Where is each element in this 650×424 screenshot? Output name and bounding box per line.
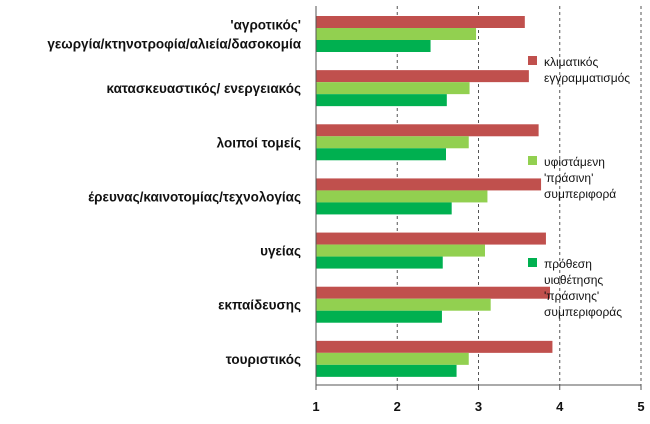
bar-s2-c2 xyxy=(316,148,446,161)
bar-s0-c4 xyxy=(316,232,546,245)
category-label-2-line-0: λοιποί τομείς xyxy=(217,135,301,150)
bar-s1-c4 xyxy=(316,244,485,257)
legend-label-1-line-0: υφιστάμενη xyxy=(544,155,605,169)
bar-s1-c5 xyxy=(316,298,491,311)
bar-s1-c3 xyxy=(316,190,488,203)
bar-s0-c5 xyxy=(316,286,550,299)
category-label-0-line-0: 'αγροτικός' xyxy=(230,18,301,33)
legend-label-2-line-3: συμπεριφοράς xyxy=(544,305,622,319)
x-axis: 1 2 3 4 5 xyxy=(312,6,645,414)
bar-s0-c2 xyxy=(316,124,539,137)
category-label-5: εκπαίδευσης xyxy=(218,298,301,313)
bar-s2-c4 xyxy=(316,256,443,269)
category-labels: 'αγροτικός' γεωργία/κτηνοτροφία/αλιεία/δα… xyxy=(47,18,301,367)
legend-label-0-line-0: κλιματικός xyxy=(544,55,598,69)
legend-swatch-1 xyxy=(528,156,537,165)
bar-s0-c6 xyxy=(316,340,553,353)
category-label-0: 'αγροτικός' γεωργία/κτηνοτροφία/αλιεία/δα… xyxy=(47,18,301,52)
legend-label-0: κλιματικός εγγραμματισμός xyxy=(544,55,630,85)
category-label-6: τουριστικός xyxy=(226,352,301,367)
legend-swatch-2 xyxy=(528,258,537,267)
legend-label-2: πρόθεση υιοθέτησης 'πράσινης' συμπεριφοράς xyxy=(544,257,622,319)
category-label-0-line-1: γεωργία/κτηνοτροφία/αλιεία/δασοκομία xyxy=(47,37,301,52)
bar-s2-c1 xyxy=(316,94,447,107)
category-label-2: λοιποί τομείς xyxy=(217,135,301,150)
category-label-3: έρευνας/καινοτομίας/τεχνολογίας xyxy=(88,189,301,204)
bar-s2-c0 xyxy=(316,40,431,52)
category-label-4: υγείας xyxy=(260,244,301,259)
bar-s0-c3 xyxy=(316,178,542,191)
category-label-6-line-0: τουριστικός xyxy=(226,352,301,367)
legend-label-2-line-1: υιοθέτησης xyxy=(544,273,603,287)
bar-s1-c0 xyxy=(316,28,477,40)
category-label-4-line-0: υγείας xyxy=(260,244,301,259)
legend-label-1-line-2: συμπεριφορά xyxy=(544,187,616,201)
x-tick-label-3: 4 xyxy=(556,399,564,414)
x-tick-label-2: 3 xyxy=(475,399,482,414)
bar-s0-c1 xyxy=(316,70,529,83)
legend-label-1-line-1: 'πράσινη' xyxy=(544,171,593,185)
x-tick-label-4: 5 xyxy=(637,399,644,414)
category-label-1: κατασκευαστικός/ ενεργειακός xyxy=(107,81,302,96)
category-label-5-line-0: εκπαίδευσης xyxy=(218,298,301,313)
bar-s1-c6 xyxy=(316,352,469,365)
category-label-3-line-0: έρευνας/καινοτομίας/τεχνολογίας xyxy=(88,189,301,204)
bar-s0-c0 xyxy=(316,16,525,28)
legend-swatch-0 xyxy=(528,56,537,65)
legend-label-2-line-0: πρόθεση xyxy=(544,257,592,271)
bar-s1-c2 xyxy=(316,136,469,149)
bar-s2-c3 xyxy=(316,202,452,215)
bar-s1-c1 xyxy=(316,82,470,95)
legend-label-0-line-1: εγγραμματισμός xyxy=(544,71,630,85)
bar-s2-c5 xyxy=(316,310,442,323)
legend-label-2-line-2: 'πράσινης' xyxy=(544,289,599,303)
legend-label-1: υφιστάμενη 'πράσινη' συμπεριφορά xyxy=(544,155,616,201)
bars xyxy=(316,16,553,377)
category-label-1-line-0: κατασκευαστικός/ ενεργειακός xyxy=(107,81,302,96)
x-tick-label-0: 1 xyxy=(312,399,319,414)
x-tick-label-1: 2 xyxy=(394,399,401,414)
legend: κλιματικός εγγραμματισμός υφιστάμενη 'πράσι… xyxy=(528,55,630,319)
bar-s2-c6 xyxy=(316,364,457,377)
